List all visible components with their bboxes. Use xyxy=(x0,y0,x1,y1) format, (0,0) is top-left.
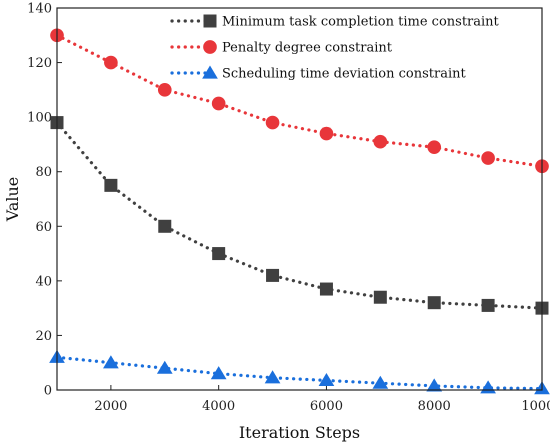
data-point xyxy=(266,268,280,282)
data-point xyxy=(481,151,495,165)
data-point xyxy=(104,55,118,70)
data-point xyxy=(319,282,333,296)
x-axis-title: Iteration Steps xyxy=(239,423,360,442)
series-3 xyxy=(49,349,550,395)
data-point xyxy=(427,140,442,154)
data-point xyxy=(103,355,119,369)
legend: Minimum task completion time constraint P… xyxy=(170,14,500,82)
data-point xyxy=(318,372,335,387)
data-point xyxy=(373,290,387,304)
data-point xyxy=(212,247,226,261)
y-tick-label: 100 xyxy=(27,111,52,126)
data-point xyxy=(104,178,118,192)
y-tick-label: 140 xyxy=(27,2,52,17)
data-point xyxy=(264,370,281,384)
legend-label: Minimum task completion time constraint xyxy=(222,15,500,30)
x-tick-label: 4000 xyxy=(202,399,235,414)
legend-item: Minimum task completion time constraint xyxy=(170,14,500,30)
x-tick-label: 2000 xyxy=(94,399,127,414)
y-tick-label: 120 xyxy=(27,56,52,71)
legend-swatch-marker xyxy=(203,14,217,28)
y-tick-label: 80 xyxy=(35,165,52,180)
x-tick-label: 10000 xyxy=(521,399,550,414)
data-point xyxy=(157,83,172,97)
data-point xyxy=(480,380,496,394)
y-tick-label: 40 xyxy=(35,274,52,289)
legend-item: Penalty degree constraint xyxy=(170,40,393,56)
x-tick-label: 8000 xyxy=(418,399,451,414)
legend-swatch-marker xyxy=(203,40,217,54)
legend-label: Scheduling time deviation constraint xyxy=(222,67,466,82)
series-2 xyxy=(50,28,549,174)
series-line xyxy=(55,120,544,310)
plot-frame xyxy=(56,7,543,391)
data-point xyxy=(211,96,226,111)
data-point xyxy=(372,375,389,389)
y-axis-title: Value xyxy=(3,177,22,223)
series-1 xyxy=(50,116,549,315)
legend-swatch-marker xyxy=(202,65,218,79)
legend-label: Penalty degree constraint xyxy=(222,41,393,56)
series-layer xyxy=(49,28,550,395)
y-tick-label: 60 xyxy=(35,220,52,235)
x-axis-ticks: 2000 4000 6000 8000 10000 xyxy=(94,385,550,414)
data-point xyxy=(427,296,441,310)
data-point xyxy=(210,366,227,380)
series-line xyxy=(55,355,544,391)
y-tick-label: 0 xyxy=(44,384,52,399)
data-point xyxy=(319,126,334,141)
x-tick-label: 6000 xyxy=(310,399,343,414)
legend-item: Scheduling time deviation constraint xyxy=(170,65,466,82)
data-point xyxy=(426,378,443,392)
data-point xyxy=(156,360,173,374)
data-point xyxy=(265,115,280,130)
data-point xyxy=(481,298,495,312)
data-point xyxy=(158,219,172,233)
data-point xyxy=(373,134,388,149)
y-tick-label: 20 xyxy=(35,329,52,344)
